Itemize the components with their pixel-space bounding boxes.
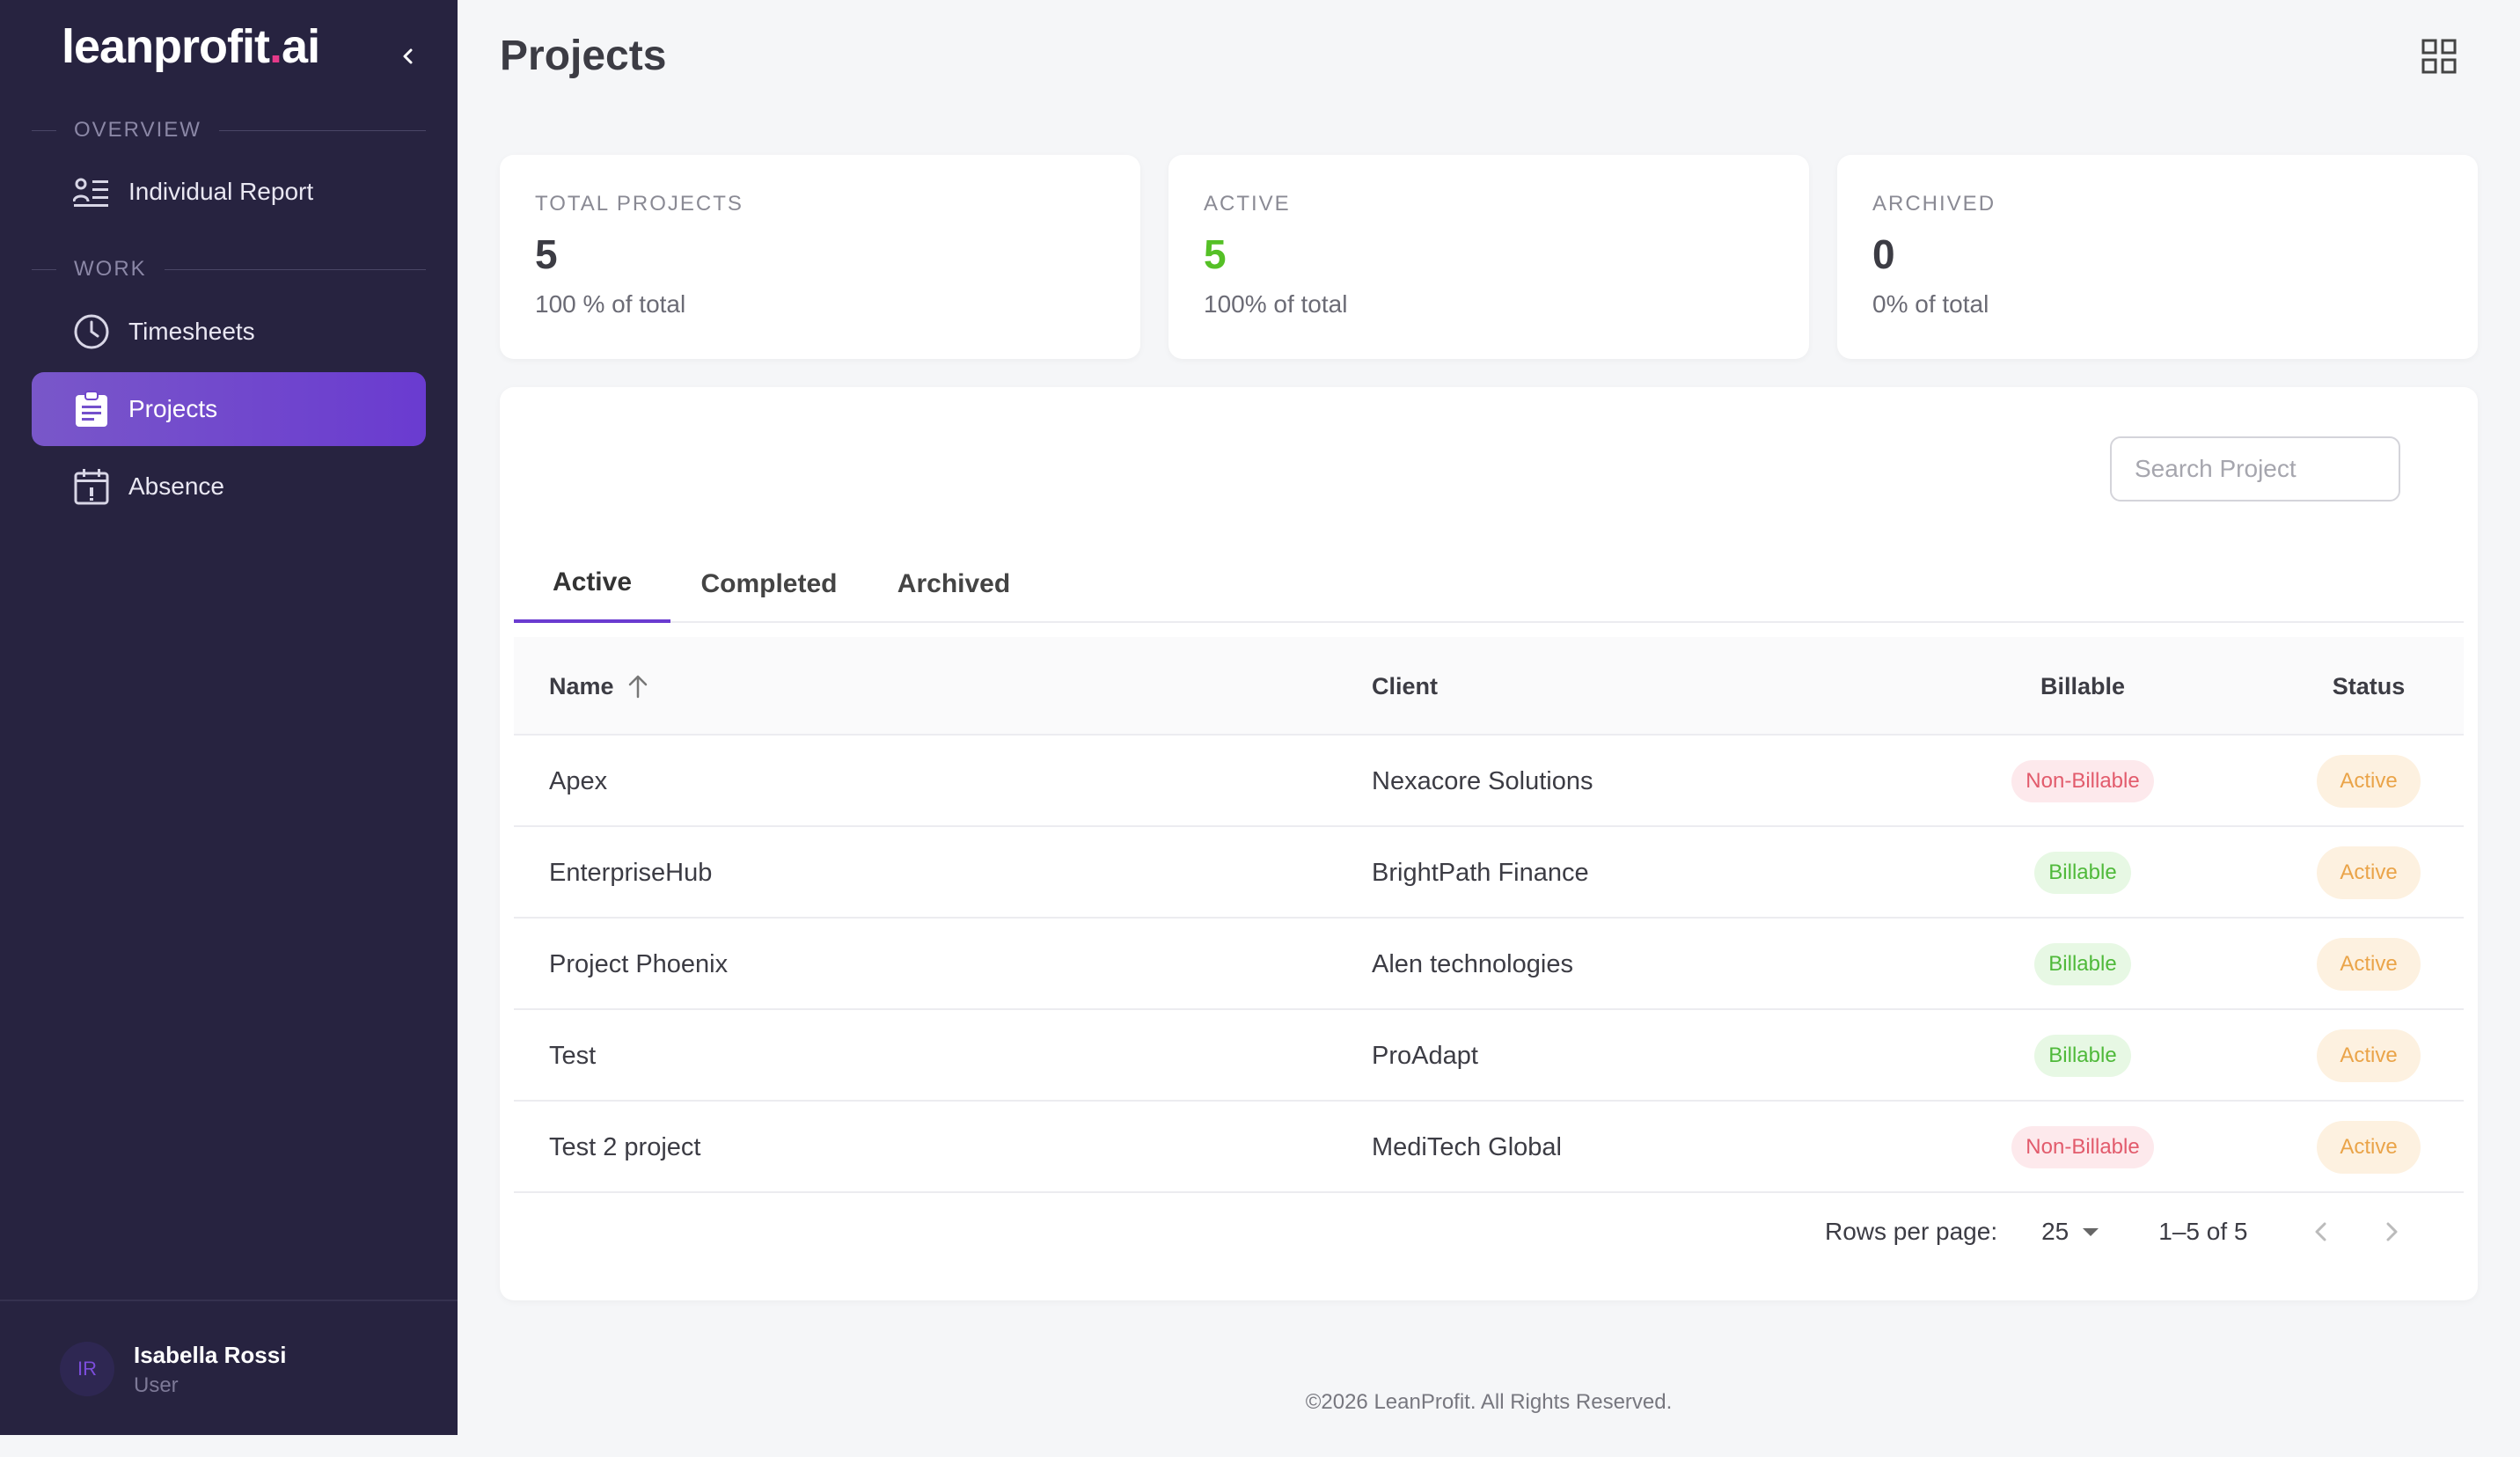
client-name: ProAdapt [1372, 1041, 1478, 1070]
status-badge: Active [2317, 1029, 2421, 1082]
sidebar-item-label: Absence [128, 472, 224, 500]
billable-badge: Non-Billable [2011, 1126, 2154, 1168]
client-name: Alen technologies [1372, 949, 1573, 978]
section-label: OVERVIEW [74, 118, 201, 142]
search-input[interactable] [2110, 436, 2400, 502]
user-name: Isabella Rossi [134, 1342, 287, 1368]
client-name: BrightPath Finance [1372, 858, 1589, 887]
sidebar-item-label: Projects [128, 395, 218, 422]
rows-per-page-select[interactable]: 25 [2041, 1218, 2100, 1246]
pagination: Rows per page: 25 1–5 of 5 [1825, 1197, 2413, 1267]
tab-active[interactable]: Active [514, 545, 670, 623]
stat-key: ARCHIVED [1872, 192, 1996, 216]
calendar-icon [72, 467, 111, 506]
tab-bar: Active Completed Archived [514, 545, 2464, 623]
stat-value: 0 [1872, 231, 1895, 277]
tab-completed[interactable]: Completed [700, 569, 838, 598]
rows-per-page-value: 25 [2041, 1218, 2069, 1245]
sidebar-item-timesheets[interactable]: Timesheets [32, 295, 426, 369]
stat-value: 5 [535, 231, 558, 277]
tab-archived[interactable]: Archived [897, 569, 1011, 598]
column-status-header[interactable]: Status [2332, 672, 2406, 699]
table-row[interactable]: Test 2 project MediTech Global Non-Billa… [514, 1102, 2464, 1193]
status-badge: Active [2317, 755, 2421, 808]
column-client-header[interactable]: Client [1372, 672, 1439, 699]
project-name: Test 2 project [549, 1132, 701, 1161]
sort-arrow-up-icon [628, 675, 647, 699]
clock-icon [72, 312, 111, 351]
user-profile[interactable]: IR Isabella Rossi User [0, 1300, 458, 1435]
chevron-left-icon [2315, 1222, 2326, 1241]
sidebar-item-absence[interactable]: Absence [32, 450, 426, 523]
brand-name: leanprofit [62, 20, 270, 73]
column-name-label: Name [549, 672, 614, 699]
stat-card-archived: ARCHIVED 0 0% of total [1837, 155, 2478, 359]
column-billable-header[interactable]: Billable [2040, 672, 2126, 699]
brand-logo[interactable]: leanprofit.ai [62, 19, 320, 74]
sidebar-item-individual-report[interactable]: Individual Report [32, 155, 426, 229]
client-name: Nexacore Solutions [1372, 766, 1593, 795]
table-row[interactable]: Project Phoenix Alen technologies Billab… [514, 919, 2464, 1010]
page-range: 1–5 of 5 [2158, 1218, 2248, 1245]
stat-subtext: 100% of total [1204, 290, 1348, 318]
project-name: Project Phoenix [549, 949, 729, 978]
caret-down-icon [2083, 1228, 2099, 1236]
brand-tld: ai [282, 20, 320, 73]
billable-badge: Non-Billable [2011, 760, 2154, 802]
next-page-button[interactable] [2370, 1211, 2413, 1253]
projects-table-card: Active Completed Archived Name Client Bi… [500, 387, 2478, 1300]
previous-page-button[interactable] [2300, 1211, 2342, 1253]
clipboard-icon [72, 390, 111, 428]
sidebar-item-projects[interactable]: Projects [32, 372, 426, 446]
table-row[interactable]: Test ProAdapt Billable Active [514, 1010, 2464, 1102]
project-name: Test [549, 1041, 597, 1070]
client-name: MediTech Global [1372, 1132, 1562, 1161]
status-badge: Active [2317, 938, 2421, 991]
billable-badge: Billable [2034, 852, 2131, 894]
chevron-left-icon [403, 48, 413, 64]
report-list-icon [72, 172, 111, 211]
page-title: Projects [500, 33, 667, 79]
column-name-header[interactable]: Name [549, 637, 649, 736]
project-name: Apex [549, 766, 608, 795]
chevron-right-icon [2386, 1222, 2398, 1241]
table-row[interactable]: EnterpriseHub BrightPath Finance Billabl… [514, 827, 2464, 919]
grid-view-button[interactable] [2421, 39, 2457, 74]
section-work: WORK [32, 256, 426, 282]
sidebar: leanprofit.ai OVERVIEW Individual Report… [0, 0, 458, 1435]
project-name: EnterpriseHub [549, 858, 713, 887]
sidebar-item-label: Timesheets [128, 318, 255, 345]
stat-card-active: ACTIVE 5 100% of total [1168, 155, 1809, 359]
rows-per-page-label: Rows per page: [1825, 1218, 1998, 1245]
sidebar-item-label: Individual Report [128, 178, 314, 205]
avatar: IR [60, 1342, 114, 1396]
stat-card-total: TOTAL PROJECTS 5 100 % of total [500, 155, 1140, 359]
stat-key: ACTIVE [1204, 192, 1291, 216]
stat-key: TOTAL PROJECTS [535, 192, 744, 216]
section-label: WORK [74, 257, 147, 281]
stat-subtext: 100 % of total [535, 290, 686, 318]
billable-badge: Billable [2034, 943, 2131, 985]
stat-subtext: 0% of total [1872, 290, 1989, 318]
section-overview: OVERVIEW [32, 117, 426, 143]
footer-copyright: ©2026 LeanProfit. All Rights Reserved. [1305, 1390, 1673, 1414]
collapse-sidebar-button[interactable] [394, 39, 422, 74]
status-badge: Active [2317, 846, 2421, 899]
grid-icon [2421, 39, 2457, 74]
user-role: User [134, 1373, 179, 1397]
table-row[interactable]: Apex Nexacore Solutions Non-Billable Act… [514, 736, 2464, 827]
stat-value: 5 [1204, 231, 1227, 277]
status-badge: Active [2317, 1121, 2421, 1174]
billable-badge: Billable [2034, 1035, 2131, 1077]
brand-dot: . [269, 20, 282, 73]
table-header: Name Client Billable Status [514, 637, 2464, 736]
